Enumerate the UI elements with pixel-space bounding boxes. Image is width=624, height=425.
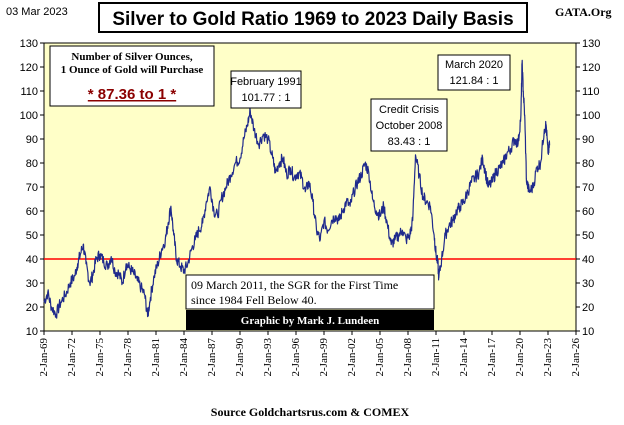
x-tick-label: 2-Jan-20 — [514, 338, 526, 377]
y-tick-label-right: 70 — [582, 182, 594, 194]
y-tick-label-left: 50 — [26, 230, 38, 242]
x-tick-label: 2-Jan-96 — [290, 338, 302, 377]
crisis-value: 83.43 : 1 — [388, 136, 431, 148]
series-line — [43, 59, 551, 319]
y-tick-label-right: 80 — [582, 158, 594, 170]
y-tick-label-left: 70 — [26, 182, 38, 194]
ratio-box — [49, 45, 215, 107]
x-tick-label: 2-Jan-26 — [570, 338, 582, 377]
y-tick-label-left: 120 — [20, 62, 38, 74]
date-label: 03 Mar 2023 — [6, 6, 68, 18]
x-tick-label: 2-Jan-99 — [318, 338, 330, 377]
y-tick-label-right: 10 — [582, 326, 594, 338]
march2020-callout — [437, 54, 511, 91]
note-line1: 09 March 2011, the SGR for the First Tim… — [191, 278, 398, 292]
brand-label: GATA.Org — [555, 5, 612, 19]
x-tick-label: 2-Jan-14 — [458, 338, 470, 377]
credit-bar — [186, 310, 434, 330]
x-axis: 2-Jan-69 2-Jan-72 2-Jan-75 2-Jan-78 2-Jan-81… — [38, 331, 582, 377]
y-tick-label-left: 80 — [26, 158, 38, 170]
y-tick-label-right: 20 — [582, 302, 594, 314]
ratio-box-line1: Number of Silver Ounces, — [71, 51, 192, 63]
march2020-value: 121.84 : 1 — [450, 75, 499, 87]
ratio-box-line2: 1 Ounce of Gold will Purchase — [61, 64, 204, 76]
x-tick-label: 2-Jan-75 — [94, 338, 106, 377]
note-box — [185, 274, 435, 310]
x-tick-label: 2-Jan-02 — [346, 338, 358, 377]
feb1991-value: 101.77 : 1 — [242, 92, 291, 104]
x-tick-label: 2-Jan-69 — [38, 338, 50, 377]
y-axis-left: 10 20 30 40 50 60 70 80 90 100 110 120 130 — [20, 38, 44, 338]
x-tick-label: 2-Jan-87 — [206, 338, 218, 377]
y-axis-right: 10 20 30 40 50 60 70 80 90 100 110 120 130 — [576, 38, 600, 338]
y-tick-label-left: 130 — [20, 38, 38, 50]
y-tick-label-left: 90 — [26, 134, 38, 146]
x-tick-label: 2-Jan-78 — [122, 338, 134, 377]
y-tick-label-right: 60 — [582, 206, 594, 218]
x-tick-label: 2-Jan-23 — [542, 338, 554, 377]
x-tick-label: 2-Jan-72 — [66, 338, 78, 377]
crisis-label-2: October 2008 — [376, 120, 443, 132]
crisis-callout — [370, 98, 448, 152]
feb1991-callout — [230, 70, 302, 109]
source-label: Source Goldchartsrus.com & COMEX — [211, 405, 410, 419]
x-tick-label: 2-Jan-81 — [150, 338, 162, 377]
credit-label: Graphic by Mark J. Lundeen — [241, 315, 379, 327]
y-tick-label-right: 30 — [582, 278, 594, 290]
note-line2: since 1984 Fell Below 40. — [191, 293, 317, 307]
y-tick-label-left: 20 — [26, 302, 38, 314]
y-tick-label-right: 90 — [582, 134, 594, 146]
y-tick-label-right: 130 — [582, 38, 600, 50]
feb1991-label: February 1991 — [230, 76, 302, 88]
y-tick-label-right: 50 — [582, 230, 594, 242]
chart-title: Silver to Gold Ratio 1969 to 2023 Daily … — [98, 2, 528, 33]
y-tick-label-right: 120 — [582, 62, 600, 74]
y-tick-label-left: 100 — [20, 110, 38, 122]
y-tick-label-left: 10 — [26, 326, 38, 338]
y-tick-label-left: 40 — [26, 254, 38, 266]
x-tick-label: 2-Jan-17 — [486, 338, 498, 377]
march2020-label: March 2020 — [445, 59, 503, 71]
y-tick-label-left: 110 — [20, 86, 38, 98]
x-tick-label: 2-Jan-84 — [178, 338, 190, 377]
ratio-box-value: * 87.36 to 1 * — [88, 86, 177, 103]
y-tick-label-right: 110 — [582, 86, 600, 98]
crisis-label-1: Credit Crisis — [379, 104, 439, 116]
y-tick-label-left: 60 — [26, 206, 38, 218]
y-tick-label-right: 40 — [582, 254, 594, 266]
x-tick-label: 2-Jan-11 — [430, 338, 442, 376]
x-tick-label: 2-Jan-05 — [374, 338, 386, 377]
x-tick-label: 2-Jan-08 — [402, 338, 414, 377]
x-tick-label: 2-Jan-90 — [234, 338, 246, 377]
y-tick-label-right: 100 — [582, 110, 600, 122]
x-tick-label: 2-Jan-93 — [262, 338, 274, 377]
y-tick-label-left: 30 — [26, 278, 38, 290]
